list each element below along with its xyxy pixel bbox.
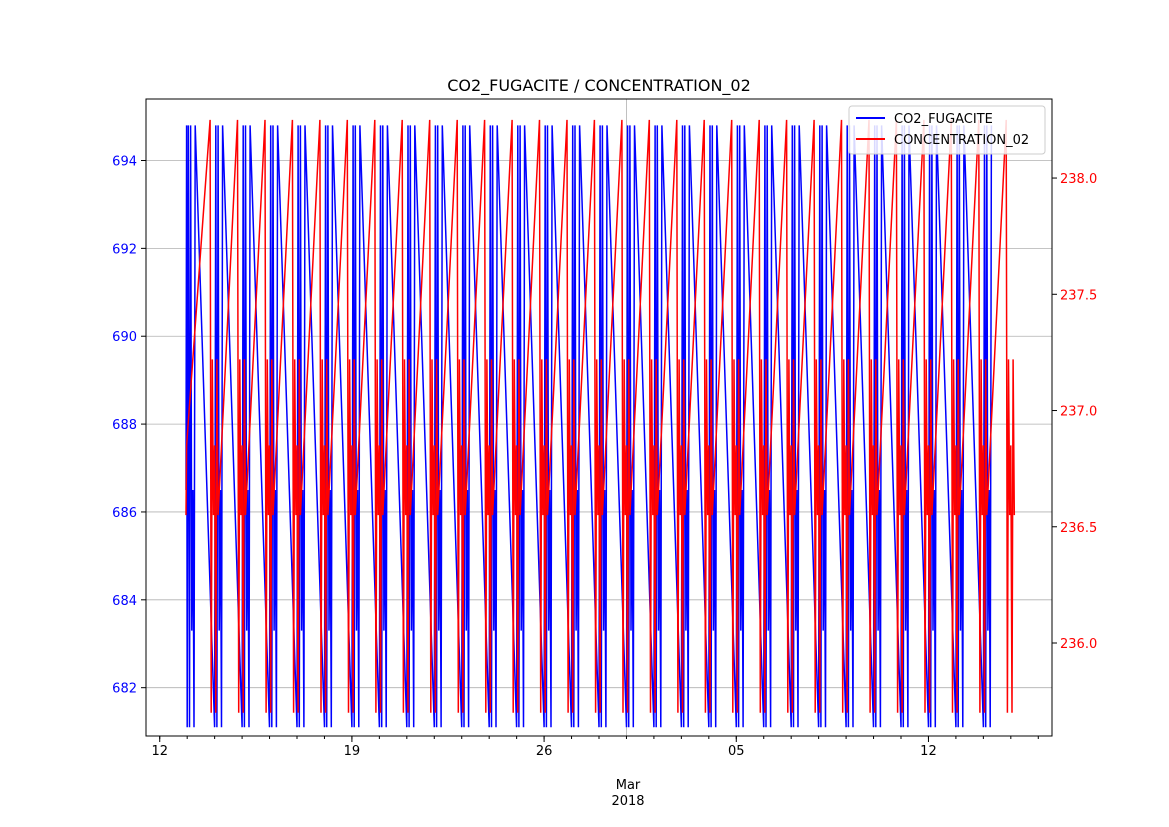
legend-label-co2: CO2_FUGACITE [894, 112, 993, 127]
left-tick-label: 682 [112, 682, 137, 697]
x-axis: 12 19 26 05 12 [151, 736, 1039, 759]
left-tick-label: 690 [112, 330, 137, 345]
legend-label-concentration: CONCENTRATION_02 [894, 133, 1029, 148]
left-tick-label: 686 [112, 506, 137, 521]
right-tick-label: 237.0 [1060, 405, 1097, 420]
x-tick-label: 26 [536, 744, 553, 759]
right-tick-label: 236.0 [1060, 637, 1097, 652]
left-tick-label: 694 [112, 155, 137, 170]
left-tick-label: 688 [112, 418, 137, 433]
legend-box [848, 105, 1046, 155]
x-tick-label: 19 [344, 744, 361, 759]
right-tick-label: 238.0 [1060, 172, 1097, 187]
series-line-concentration_02 [185, 119, 1016, 713]
x-tick-label: 12 [151, 744, 168, 759]
chart-title: CO2_FUGACITE / CONCENTRATION_02 [447, 76, 751, 96]
left-axis: 682 684 686 688 690 692 694 [112, 155, 146, 697]
right-axis: 236.0 236.5 237.0 237.5 238.0 [1052, 172, 1097, 652]
x-tick-label: 12 [920, 744, 937, 759]
series-lines [185, 119, 1016, 728]
left-tick-label: 684 [112, 594, 137, 609]
left-tick-label: 692 [112, 242, 137, 257]
x-label-month: Mar [616, 778, 641, 793]
x-label-year: 2018 [611, 794, 644, 809]
right-tick-label: 237.5 [1060, 288, 1097, 303]
legend: CO2_FUGACITE CONCENTRATION_02 [848, 105, 1046, 155]
right-tick-label: 236.5 [1060, 521, 1097, 536]
x-tick-label: 05 [728, 744, 745, 759]
